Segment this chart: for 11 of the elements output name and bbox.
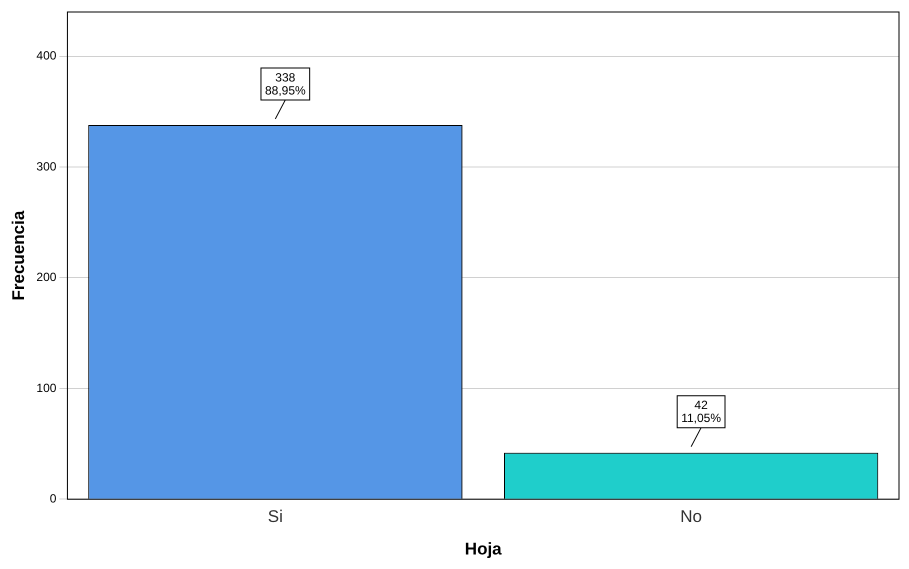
x-tick-label: No [680,507,702,526]
y-tick-label: 0 [50,492,57,506]
x-tick-label: Si [268,507,283,526]
y-tick-label: 300 [36,159,57,174]
data-label: 42 11,05% [681,398,722,426]
y-tick-label: 400 [36,48,57,63]
y-axis-title: Frecuencia [8,210,28,300]
y-tick-label: 100 [36,380,57,395]
y-tick-label: 200 [36,270,57,284]
data-label: 338 88,95% [264,70,306,98]
x-axis-title: Hoja [464,539,502,558]
